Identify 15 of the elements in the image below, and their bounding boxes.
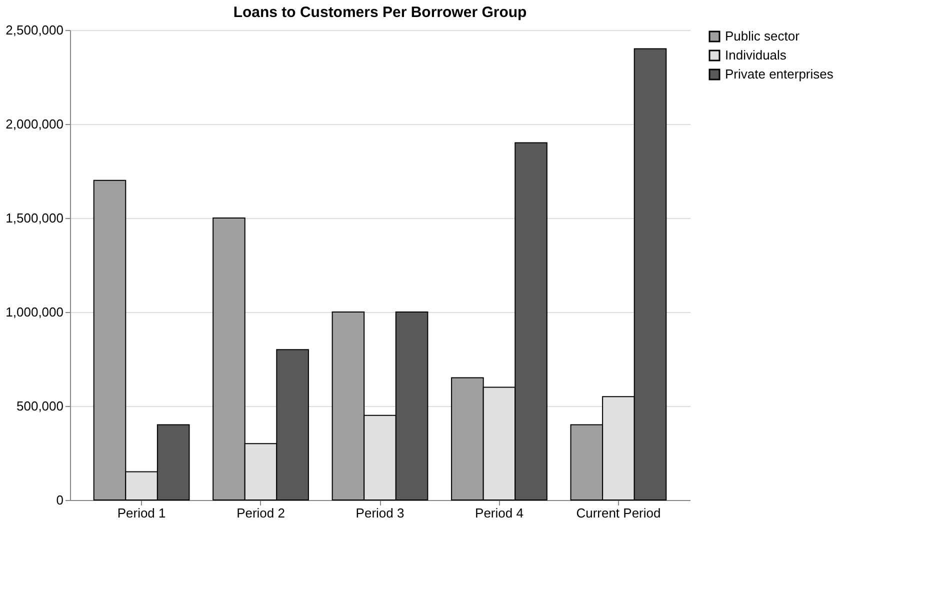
legend-label: Private enterprises: [725, 66, 834, 82]
legend-label: Individuals: [725, 48, 787, 62]
y-tick-label: 2,500,000: [6, 22, 64, 38]
y-tick-label: 0: [56, 492, 64, 508]
x-tick-label: Period 3: [356, 506, 404, 520]
x-tick-label: Period 2: [236, 506, 285, 520]
x-tick-label: Current Period: [576, 506, 661, 520]
y-tick-label: 1,500,000: [6, 210, 64, 226]
chart-title: Loans to Customers Per Borrower Group: [233, 4, 527, 21]
x-tick-label: Period 1: [117, 506, 166, 520]
legend-label: Public sector: [725, 28, 800, 44]
y-tick-label: 500,000: [16, 398, 64, 414]
y-tick-label: 2,000,000: [6, 116, 64, 132]
x-tick-label: Period 4: [475, 506, 524, 520]
y-tick-label: 1,000,000: [6, 304, 64, 320]
